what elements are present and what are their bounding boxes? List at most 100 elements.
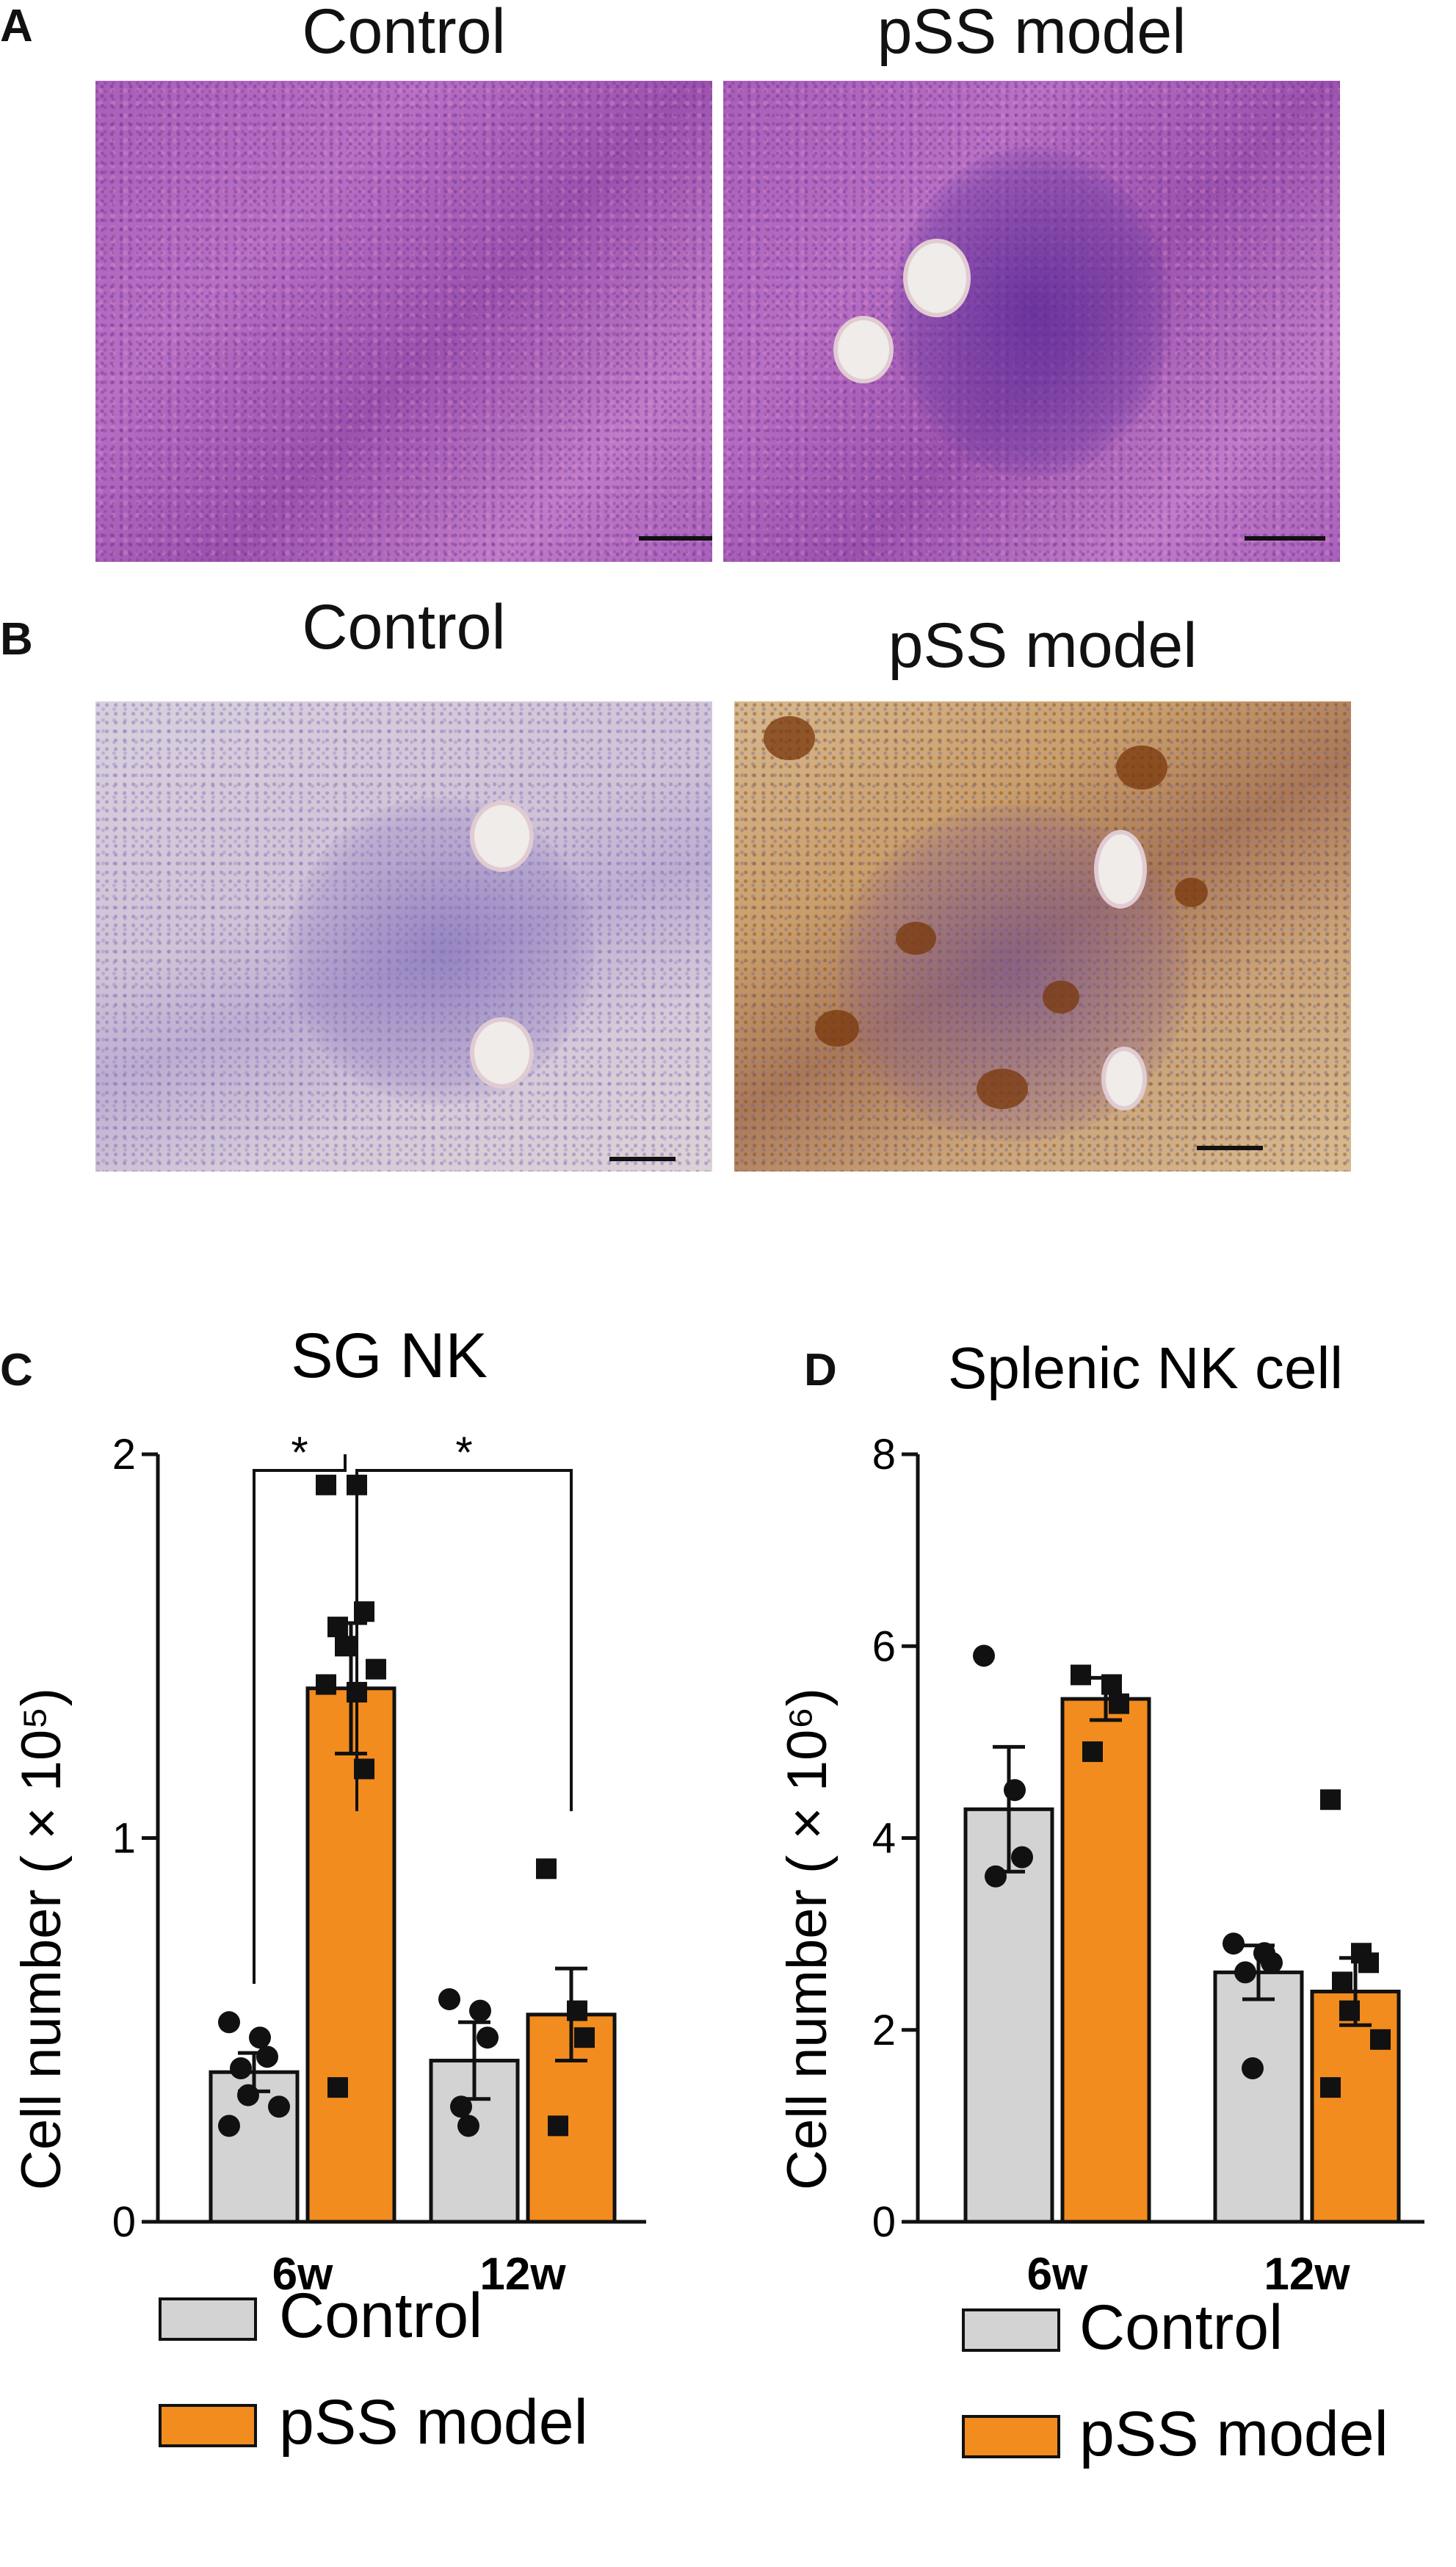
- x-tick-label: 6w: [272, 2249, 333, 2300]
- legend-swatch-control: [159, 2297, 257, 2341]
- data-point: [1358, 1952, 1379, 1974]
- duct-lumen: [903, 239, 971, 317]
- data-point: [1071, 1664, 1091, 1686]
- chart-sg-nk: SG NK Cell number ( × 10⁵) 0 1 2 6w 12w * * Co…: [10, 1321, 646, 2458]
- y-axis-label: Cell number ( × 10⁵): [10, 1688, 73, 2190]
- data-point: [1223, 1932, 1245, 1955]
- data-point: [1109, 1693, 1129, 1714]
- he-image-control: [95, 81, 712, 562]
- legend-swatch-pss-model: [962, 2415, 1060, 2458]
- data-point: [218, 2115, 240, 2137]
- data-point: [1234, 1961, 1256, 1984]
- panel-a-right-title: pSS model: [877, 0, 1187, 67]
- data-point: [327, 2077, 348, 2098]
- data-point: [574, 2027, 595, 2048]
- bar-control-6w: [963, 1807, 1054, 2224]
- y-tick-label: 2: [872, 2007, 896, 2054]
- lymphocyte-infiltrate: [286, 797, 595, 1105]
- significance-star: *: [291, 1428, 308, 1477]
- y-tick-label: 1: [112, 1815, 136, 1863]
- bar-pss-model-6w: [305, 1686, 396, 2224]
- duct-lumen: [470, 801, 534, 872]
- data-point: [1242, 2057, 1264, 2079]
- panel-letter-b: B: [0, 614, 33, 665]
- data-point: [316, 1474, 336, 1495]
- legend-swatch-control: [962, 2308, 1060, 2352]
- significance-bracket: [355, 1469, 573, 1811]
- data-point: [457, 2115, 479, 2137]
- data-point: [477, 2026, 499, 2049]
- nk-positive-stain: [896, 922, 936, 955]
- scale-bar: [639, 536, 712, 541]
- data-point: [230, 2057, 252, 2079]
- significance-bracket: [253, 1454, 347, 1985]
- y-tick-label: 6: [872, 1622, 896, 1670]
- duct-lumen: [470, 1017, 534, 1088]
- panel-letter-c: C: [0, 1345, 33, 1396]
- data-point: [1101, 1674, 1122, 1695]
- x-tick-label: 6w: [1027, 2249, 1088, 2300]
- data-point: [548, 2115, 568, 2137]
- data-point: [268, 2095, 290, 2118]
- data-point: [256, 2046, 278, 2068]
- ihc-image-pss-model: [734, 701, 1351, 1171]
- data-point: [1004, 1779, 1026, 1802]
- data-point: [366, 1658, 386, 1680]
- panel-b-right-title: pSS model: [888, 610, 1198, 681]
- chart-title: SG NK: [291, 1321, 488, 1391]
- legend-label-control: Control: [1079, 2292, 1283, 2363]
- data-point: [438, 1987, 460, 2010]
- scale-bar: [609, 1157, 676, 1161]
- scale-bar: [1197, 1146, 1263, 1150]
- data-point: [237, 2084, 259, 2106]
- data-point: [1339, 2000, 1360, 2021]
- data-point: [218, 2011, 240, 2034]
- data-point: [316, 1674, 336, 1695]
- y-tick-label: 8: [872, 1431, 896, 1479]
- nk-positive-stain: [1175, 878, 1208, 907]
- x-tick-label: 12w: [479, 2249, 566, 2300]
- data-point: [335, 1636, 355, 1657]
- significance-star: *: [455, 1428, 472, 1477]
- y-tick-label: 4: [872, 1815, 896, 1863]
- y-tick-label: 2: [112, 1431, 136, 1479]
- data-point: [1261, 1952, 1283, 1974]
- legend-swatch-pss-model: [159, 2404, 257, 2447]
- nk-positive-stain: [764, 716, 815, 760]
- panel-letter-a: A: [0, 1, 33, 51]
- data-point: [469, 1999, 491, 2022]
- chart-title: Splenic NK cell: [948, 1335, 1343, 1401]
- panel-a-left-title: Control: [302, 0, 506, 67]
- data-point: [1332, 1971, 1352, 1993]
- plot-area: 0 2 4 6 8 6w 12w: [872, 1431, 1424, 2300]
- duct-lumen: [1094, 830, 1147, 909]
- data-point: [1370, 2029, 1391, 2050]
- bar-control-12w: [1213, 1970, 1304, 2224]
- plot-area: 0 1 2 6w 12w * *: [112, 1428, 646, 2300]
- data-point: [249, 2026, 271, 2049]
- duct-lumen: [833, 316, 894, 383]
- data-point: [1011, 1846, 1033, 1869]
- data-point: [985, 1865, 1007, 1888]
- duct-lumen: [1101, 1047, 1147, 1111]
- nk-positive-stain: [815, 1010, 859, 1047]
- data-point: [567, 2000, 587, 2021]
- he-image-pss-model: [723, 81, 1340, 562]
- data-point: [450, 2095, 472, 2118]
- nk-positive-stain: [1043, 981, 1079, 1014]
- nk-positive-stain: [977, 1069, 1028, 1109]
- legend-label-pss-model: pSS model: [1079, 2399, 1388, 2469]
- chart-splenic-nk-cell: Splenic NK cell Cell number ( × 10⁶) 0 2 4…: [776, 1335, 1424, 2469]
- y-tick-label: 0: [872, 2198, 896, 2246]
- y-axis-label: Cell number ( × 10⁶): [776, 1688, 839, 2190]
- y-tick-label: 0: [112, 2198, 136, 2246]
- nk-positive-stain: [1116, 745, 1167, 790]
- ihc-image-control: [95, 701, 712, 1171]
- scale-bar: [1245, 536, 1325, 541]
- legend-label-pss-model: pSS model: [279, 2387, 588, 2458]
- data-point: [1320, 1789, 1341, 1810]
- legend-label-control: Control: [279, 2281, 482, 2351]
- data-point: [536, 1858, 557, 1880]
- data-point: [1320, 2077, 1341, 2098]
- panel-letter-d: D: [804, 1345, 837, 1396]
